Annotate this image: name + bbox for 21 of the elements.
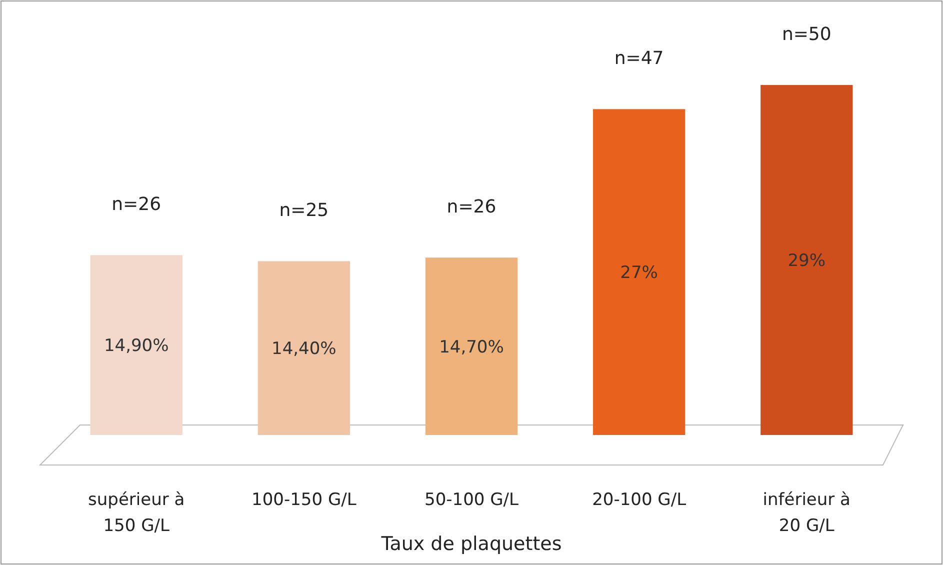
data-label: 14,40%: [272, 339, 336, 360]
x-tick-label: supérieur à 150 G/L: [88, 490, 185, 536]
annotation: n=50: [782, 24, 832, 45]
bar: [425, 258, 518, 435]
data-label: 29%: [788, 251, 826, 271]
bar: [592, 109, 686, 435]
annotation: n=26: [112, 194, 162, 216]
bar: [258, 261, 350, 435]
x-tick-label: inférieur à 20 G/L: [762, 490, 850, 536]
x-tick-label: 50-100 G/L: [424, 490, 520, 510]
data-label: 14,70%: [439, 337, 504, 358]
x-tick-label: 20-100 G/L: [592, 490, 687, 510]
x-tick-label: 100-150 G/L: [252, 490, 357, 510]
bar: [90, 255, 182, 435]
x-axis-title: Taux de plaquettes: [380, 533, 562, 555]
data-label: 14,90%: [104, 336, 169, 356]
annotation: n=47: [614, 48, 664, 70]
annotation: n=25: [279, 200, 329, 222]
data-label: 27%: [620, 263, 658, 284]
annotation: n=26: [446, 196, 496, 218]
bar: [760, 85, 853, 435]
